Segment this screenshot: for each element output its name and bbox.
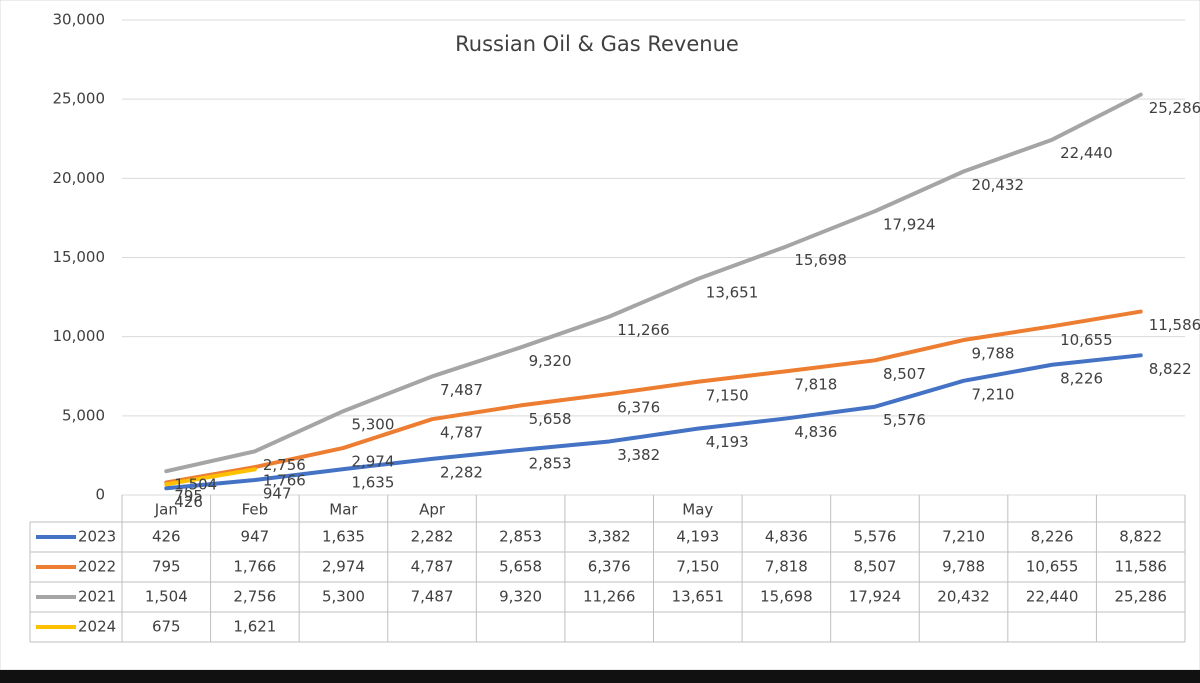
data-label: 4,193	[706, 433, 749, 451]
data-label: 795	[174, 487, 203, 505]
table-value: 22,440	[1026, 588, 1079, 606]
table-value: 1,766	[233, 558, 276, 576]
table-value: 5,658	[499, 558, 542, 576]
table-value: 11,586	[1114, 558, 1167, 576]
series-line	[164, 92, 1143, 474]
table-value: 1,504	[145, 588, 188, 606]
data-label: 11,266	[617, 321, 670, 339]
table-value: 15,698	[760, 588, 813, 606]
data-label: 2,756	[263, 456, 306, 474]
data-label: 2,282	[440, 463, 483, 481]
table-value: 1,635	[322, 528, 365, 546]
y-tick-label: 5,000	[62, 406, 105, 424]
table-value: 9,320	[499, 588, 542, 606]
y-tick-label: 20,000	[53, 169, 106, 187]
table-value: 2,756	[233, 588, 276, 606]
table-value: 8,226	[1031, 528, 1074, 546]
legend-label: 2023	[78, 528, 116, 546]
data-label: 1,504	[174, 476, 217, 494]
table-value: 25,286	[1114, 588, 1167, 606]
data-label: 5,576	[883, 411, 926, 429]
table-value: 2,974	[322, 558, 365, 576]
x-tick-label: Feb	[242, 501, 269, 519]
table-value: 13,651	[672, 588, 725, 606]
data-label: 22,440	[1060, 144, 1113, 162]
y-tick-label: 10,000	[53, 327, 106, 345]
legend-label: 2022	[78, 558, 116, 576]
bottom-bar	[0, 670, 1200, 683]
table-value: 426	[152, 528, 181, 546]
table-value: 675	[152, 618, 181, 636]
table-value: 4,836	[765, 528, 808, 546]
data-label: 8,822	[1149, 360, 1192, 378]
data-label: 25,286	[1149, 99, 1200, 117]
data-label: 426	[174, 493, 203, 511]
data-label: 3,382	[617, 446, 660, 464]
table-value: 17,924	[849, 588, 902, 606]
x-tick-label: Apr	[419, 501, 446, 519]
chart-title: Russian Oil & Gas Revenue	[455, 32, 739, 56]
y-tick-label: 15,000	[53, 248, 106, 266]
data-label: 4,787	[440, 424, 483, 442]
data-label: 13,651	[706, 283, 759, 301]
data-label: 1,635	[351, 474, 394, 492]
data-label: 8,226	[1060, 369, 1103, 387]
x-tick-label: Mar	[329, 501, 358, 519]
table-value: 2,282	[411, 528, 454, 546]
table-value: 8,507	[853, 558, 896, 576]
table-value: 8,822	[1119, 528, 1162, 546]
data-label: 7,818	[794, 376, 837, 394]
table-value: 7,487	[411, 588, 454, 606]
data-label: 5,300	[351, 416, 394, 434]
data-label: 9,788	[972, 345, 1015, 363]
data-label: 2,853	[529, 454, 572, 472]
data-label: 9,320	[529, 352, 572, 370]
data-label: 5,658	[529, 410, 572, 428]
series-line	[164, 309, 1143, 485]
data-label: 7,210	[972, 385, 1015, 403]
table-value: 947	[241, 528, 270, 546]
table-value: 6,376	[588, 558, 631, 576]
table-value: 5,576	[853, 528, 896, 546]
table-value: 10,655	[1026, 558, 1079, 576]
y-tick-label: 25,000	[53, 90, 106, 108]
x-tick-label: May	[682, 501, 713, 519]
data-label: 947	[263, 485, 292, 503]
data-label: 6,376	[617, 399, 660, 417]
y-tick-label: 30,000	[53, 11, 106, 29]
x-tick-label: Jan	[154, 501, 178, 519]
table-value: 795	[152, 558, 181, 576]
table-value: 9,788	[942, 558, 985, 576]
data-label: 15,698	[794, 251, 847, 269]
table-value: 11,266	[583, 588, 636, 606]
series-line	[164, 353, 1143, 491]
legend-label: 2021	[78, 588, 116, 606]
table-value: 5,300	[322, 588, 365, 606]
legend-label: 2024	[78, 618, 116, 636]
data-label: 10,655	[1060, 331, 1113, 349]
data-label: 7,487	[440, 381, 483, 399]
table-value: 7,150	[676, 558, 719, 576]
table-value: 20,432	[937, 588, 990, 606]
table-value: 7,818	[765, 558, 808, 576]
table-value: 7,210	[942, 528, 985, 546]
data-label: 7,150	[706, 386, 749, 404]
data-label: 2,974	[351, 452, 394, 470]
table-value: 4,193	[676, 528, 719, 546]
table-value: 3,382	[588, 528, 631, 546]
data-label: 20,432	[972, 176, 1025, 194]
data-label: 4,836	[794, 423, 837, 441]
data-label: 11,586	[1149, 316, 1200, 334]
data-label: 1,766	[263, 472, 306, 490]
data-label: 8,507	[883, 365, 926, 383]
table-value: 4,787	[411, 558, 454, 576]
table-value: 2,853	[499, 528, 542, 546]
data-label: 17,924	[883, 216, 936, 234]
y-tick-label: 0	[95, 486, 105, 504]
table-value: 1,621	[233, 618, 276, 636]
series-line	[164, 467, 257, 487]
